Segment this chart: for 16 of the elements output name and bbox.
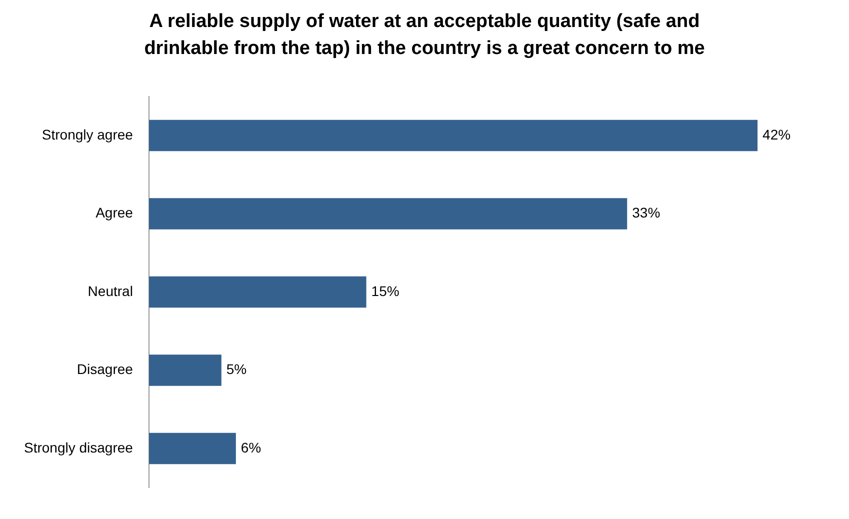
chart-title: A reliable supply of water at an acceptable quantity (safe and drinkable from the tap) in the country is a great concern to me bbox=[143, 10, 706, 61]
bar bbox=[148, 354, 222, 386]
y-tick-label: Neutral bbox=[88, 282, 133, 299]
data-label: 6% bbox=[240, 439, 262, 456]
data-label: 5% bbox=[226, 361, 247, 378]
data-label: 15% bbox=[371, 282, 400, 299]
data-label: 33% bbox=[632, 204, 660, 221]
bar bbox=[148, 120, 758, 152]
data-label: 42% bbox=[762, 126, 791, 142]
y-tick-label: Agree bbox=[96, 204, 134, 221]
y-tick-label: Strongly disagree bbox=[24, 439, 134, 456]
bar bbox=[148, 432, 236, 464]
bar bbox=[148, 276, 366, 308]
y-tick-label: Strongly agree bbox=[42, 126, 134, 142]
y-tick-label: Disagree bbox=[76, 361, 134, 378]
bar bbox=[148, 198, 628, 230]
